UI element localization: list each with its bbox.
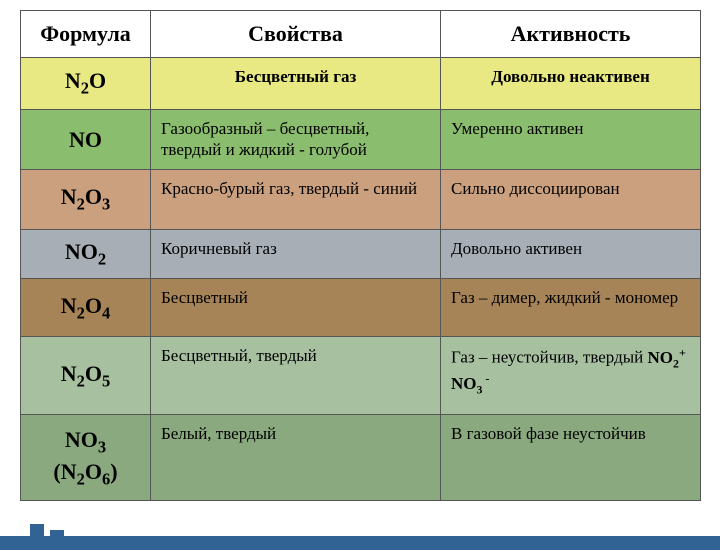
activity-cell: Довольно активен: [441, 230, 701, 279]
formula-cell: NO2: [21, 230, 151, 279]
header-formula: Формула: [21, 11, 151, 58]
formula-cell: NO: [21, 110, 151, 170]
table-row: N2O3Красно-бурый газ, твердый - синийСил…: [21, 170, 701, 230]
table-row: NO2Коричневый газДовольно активен: [21, 230, 701, 279]
properties-cell: Бесцветный, твердый: [151, 337, 441, 415]
activity-cell: Газ – димер, жидкий - мономер: [441, 279, 701, 337]
table-row: N2OБесцветный газДовольно неактивен: [21, 58, 701, 110]
formula-cell: N2O5: [21, 337, 151, 415]
formula-cell: N2O4: [21, 279, 151, 337]
table-row: N2O4БесцветныйГаз – димер, жидкий - моно…: [21, 279, 701, 337]
formula-cell: N2O3: [21, 170, 151, 230]
table-row: NO3(N2O6)Белый, твердыйВ газовой фазе не…: [21, 415, 701, 501]
header-activity: Активность: [441, 11, 701, 58]
properties-cell: Бесцветный газ: [151, 58, 441, 110]
activity-cell: Умеренно активен: [441, 110, 701, 170]
table-row: NOГазообразный – бесцветный, твердый и ж…: [21, 110, 701, 170]
activity-cell: Сильно диссоциирован: [441, 170, 701, 230]
formula-cell: N2O: [21, 58, 151, 110]
properties-cell: Коричневый газ: [151, 230, 441, 279]
table-row: N2O5Бесцветный, твердыйГаз – неустойчив,…: [21, 337, 701, 415]
header-properties: Свойства: [151, 11, 441, 58]
properties-cell: Красно-бурый газ, твердый - синий: [151, 170, 441, 230]
activity-cell: Довольно неактивен: [441, 58, 701, 110]
activity-cell: Газ – неустойчив, твердый NO2+ NO3 -: [441, 337, 701, 415]
formula-cell: NO3(N2O6): [21, 415, 151, 501]
header-row: Формула Свойства Активность: [21, 11, 701, 58]
properties-cell: Белый, твердый: [151, 415, 441, 501]
footer-accent: [0, 536, 720, 550]
activity-cell: В газовой фазе неустойчив: [441, 415, 701, 501]
properties-cell: Газообразный – бесцветный, твердый и жид…: [151, 110, 441, 170]
oxides-table: Формула Свойства Активность N2OБесцветны…: [20, 10, 701, 501]
properties-cell: Бесцветный: [151, 279, 441, 337]
